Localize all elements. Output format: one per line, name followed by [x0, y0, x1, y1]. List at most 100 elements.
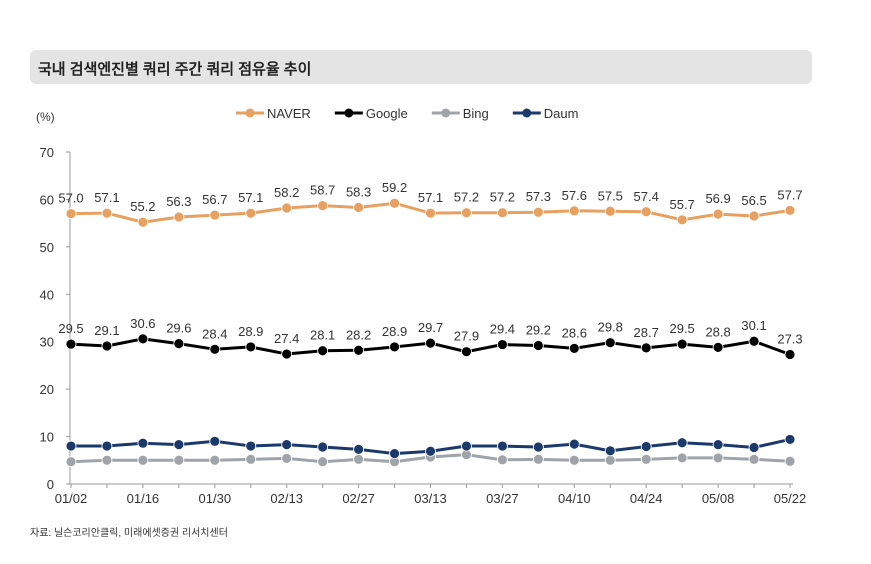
- x-tick-label: 05/22: [774, 491, 807, 506]
- bing-point: [640, 453, 652, 465]
- google-data-label: 29.6: [166, 321, 191, 336]
- naver-data-label: 56.9: [705, 191, 730, 206]
- daum-point: [640, 441, 652, 452]
- y-tick-label: 10: [40, 430, 54, 445]
- naver-point: [604, 205, 616, 217]
- naver-point: [712, 208, 724, 220]
- naver-data-label: 56.3: [166, 194, 191, 209]
- google-point: [532, 340, 544, 351]
- google-point: [101, 340, 113, 352]
- bing-point: [676, 452, 688, 464]
- google-point: [712, 342, 724, 353]
- y-tick-label: 0: [47, 477, 54, 492]
- naver-data-label: 56.7: [202, 192, 227, 207]
- daum-point: [389, 448, 400, 460]
- naver-data-label: 57.6: [562, 188, 587, 203]
- x-tick-label: 04/24: [630, 491, 663, 506]
- naver-data-label: 57.3: [526, 189, 551, 204]
- bing-point: [173, 454, 185, 466]
- naver-point: [425, 207, 436, 219]
- google-data-label: 28.6: [562, 325, 587, 340]
- google-data-label: 28.7: [634, 325, 659, 340]
- google-data-label: 29.7: [418, 320, 443, 335]
- google-point: [604, 337, 616, 349]
- daum-point: [712, 439, 724, 451]
- google-data-label: 29.4: [490, 322, 515, 337]
- google-point: [209, 343, 221, 355]
- bing-point: [784, 455, 796, 467]
- y-tick-label: 20: [40, 382, 54, 397]
- google-data-label: 29.1: [94, 323, 119, 338]
- naver-point: [532, 206, 544, 218]
- y-tick-label: 30: [40, 335, 54, 350]
- daum-point: [604, 445, 616, 457]
- naver-data-label: 57.2: [490, 190, 515, 205]
- naver-data-label: 58.3: [346, 184, 371, 199]
- daum-point: [568, 438, 580, 450]
- naver-data-label: 58.2: [274, 185, 299, 200]
- naver-point: [317, 200, 329, 211]
- y-tick-label: 70: [40, 145, 54, 160]
- naver-point: [784, 204, 796, 216]
- google-point: [137, 333, 149, 345]
- google-point: [245, 341, 257, 353]
- google-data-label: 28.2: [346, 327, 371, 342]
- daum-point: [748, 442, 760, 453]
- legend-bing-marker: [441, 108, 451, 118]
- naver-data-label: 55.2: [130, 199, 155, 214]
- naver-data-label: 56.5: [741, 193, 766, 208]
- daum-point: [65, 440, 77, 452]
- x-tick-label: 03/13: [414, 491, 447, 506]
- google-data-label: 29.2: [526, 323, 551, 338]
- legend-google-marker: [344, 108, 354, 118]
- naver-data-label: 55.7: [669, 197, 694, 212]
- bing-point: [353, 453, 365, 465]
- google-data-label: 28.4: [202, 326, 227, 341]
- google-point: [65, 338, 77, 350]
- naver-point: [137, 216, 149, 228]
- naver-point: [461, 207, 472, 219]
- google-point: [568, 342, 580, 354]
- google-point: [676, 338, 688, 350]
- daum-point: [676, 437, 688, 449]
- x-tick-label: 02/27: [342, 491, 375, 506]
- google-data-label: 28.1: [310, 328, 335, 343]
- y-tick-label: 40: [40, 287, 54, 302]
- bing-point: [712, 452, 724, 464]
- naver-point: [281, 202, 293, 214]
- google-point: [784, 349, 796, 360]
- title-bar: 국내 검색엔진별 쿼리 주간 쿼리 점유율 추이: [30, 50, 812, 84]
- daum-point: [784, 434, 796, 445]
- naver-point: [389, 197, 400, 209]
- google-point: [317, 345, 329, 357]
- naver-data-label: 58.7: [310, 183, 335, 198]
- legend-naver-label: NAVER: [267, 106, 311, 121]
- y-tick-label: 50: [40, 240, 54, 255]
- google-point: [389, 341, 400, 353]
- naver-point: [101, 207, 113, 219]
- x-tick-label: 01/02: [55, 491, 88, 506]
- google-data-label: 27.4: [274, 331, 299, 346]
- bing-point: [281, 452, 293, 464]
- daum-point: [245, 440, 257, 452]
- google-data-label: 30.1: [741, 318, 766, 333]
- google-data-label: 27.9: [454, 329, 479, 344]
- naver-point: [65, 208, 77, 220]
- google-data-label: 29.5: [58, 321, 83, 336]
- google-data-label: 28.9: [238, 324, 263, 339]
- naver-point: [209, 209, 221, 221]
- daum-point: [101, 440, 113, 452]
- naver-data-label: 57.0: [58, 191, 83, 206]
- google-point: [748, 335, 760, 347]
- bing-point: [65, 456, 77, 468]
- bing-point: [317, 456, 329, 468]
- naver-data-label: 57.2: [454, 190, 479, 205]
- legend-google-label: Google: [366, 106, 408, 121]
- bing-point: [568, 454, 580, 466]
- bing-point: [748, 453, 760, 465]
- x-tick-label: 04/10: [558, 491, 591, 506]
- google-data-label: 28.8: [705, 324, 730, 339]
- x-tick-label: 02/13: [270, 491, 303, 506]
- google-point: [640, 342, 652, 354]
